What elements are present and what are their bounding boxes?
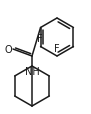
Text: NH: NH: [25, 66, 39, 76]
Text: F: F: [54, 44, 60, 54]
Text: O: O: [4, 45, 12, 54]
Text: F: F: [37, 34, 42, 44]
